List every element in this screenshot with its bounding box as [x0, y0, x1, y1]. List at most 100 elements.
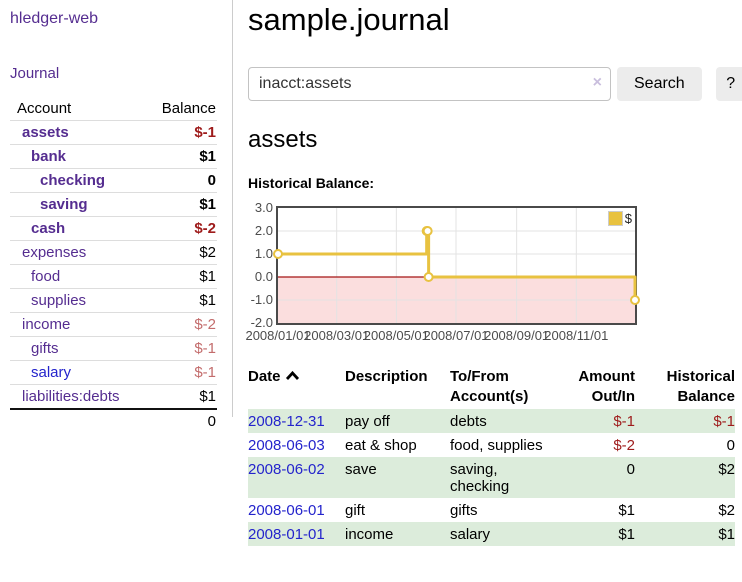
- transaction-row: 2008-06-01 gift gifts $1 $2: [248, 498, 735, 522]
- register-description: pay off: [345, 413, 390, 430]
- y-axis-tick-label: 2.0: [254, 223, 273, 238]
- sidebar-account-row: cash $-2: [10, 216, 217, 241]
- search-form: × Search ?: [248, 67, 742, 101]
- sidebar-account-link-bank[interactable]: bank: [31, 148, 67, 165]
- x-axis-tick-label: 2008/07/01: [423, 328, 489, 343]
- register-accounts: food, supplies: [450, 437, 543, 454]
- register-balance: $-1: [713, 413, 735, 430]
- balance-column-header-register: Historical Balance: [666, 368, 735, 405]
- app-title-link[interactable]: hledger-web: [10, 10, 99, 27]
- sidebar-account-balance: $1: [142, 288, 217, 313]
- register-balance: $2: [718, 461, 735, 478]
- sidebar-account-balance: $-2: [142, 216, 217, 241]
- register-amount: 0: [626, 461, 635, 478]
- transactions-table: Date Description To/From Account(s) Amou…: [248, 365, 735, 546]
- sidebar-account-link-income[interactable]: income: [22, 316, 71, 333]
- transaction-row: 2008-06-02 save saving, checking 0 $2: [248, 457, 735, 498]
- sidebar-account-link-assets[interactable]: assets: [22, 124, 69, 141]
- x-axis-tick-label: 2008/09/01: [484, 328, 550, 343]
- register-description: gift: [345, 502, 366, 519]
- sidebar-account-row: saving $1: [10, 192, 217, 217]
- sidebar-account-row: gifts $-1: [10, 336, 217, 361]
- help-button[interactable]: ?: [715, 67, 742, 101]
- transaction-row: 2008-01-01 income salary $1 $1: [248, 522, 735, 546]
- register-accounts: debts: [450, 413, 487, 430]
- sidebar-account-balance: $1: [199, 388, 216, 405]
- sidebar-account-link-checking[interactable]: checking: [40, 172, 106, 189]
- sidebar-account-row: food $1: [10, 264, 217, 289]
- register-accounts: salary: [450, 526, 491, 543]
- sort-ascending-icon: [285, 367, 300, 387]
- sidebar-account-link-supplies[interactable]: supplies: [31, 292, 87, 309]
- y-axis-tick-label: -2.0: [250, 315, 273, 330]
- date-column-header[interactable]: Date: [248, 365, 345, 409]
- description-column-header: Description: [345, 368, 428, 385]
- x-axis-tick-label: 2008/11/01: [544, 328, 609, 343]
- account-title: assets: [248, 126, 318, 153]
- sidebar-accounts-table: Account Balance assets $-1 bank $1 checking 0…: [10, 97, 217, 433]
- register-amount: $1: [618, 502, 635, 519]
- transaction-date-link[interactable]: 2008-12-31: [248, 413, 325, 430]
- sidebar-account-link-gifts[interactable]: gifts: [31, 340, 59, 357]
- sidebar-account-link-liabilities-debts[interactable]: liabilities:debts: [22, 388, 120, 405]
- series-label: $: [624, 211, 632, 226]
- chart-label: Historical Balance:: [248, 175, 375, 191]
- transaction-row: 2008-12-31 pay off debts $-1 $-1: [248, 409, 735, 433]
- register-accounts: gifts: [450, 502, 478, 519]
- register-amount: $-1: [613, 413, 635, 430]
- sidebar-account-row: salary $-1: [10, 360, 217, 385]
- account-column-header: Account: [10, 97, 143, 121]
- y-axis-tick-label: 0.0: [254, 269, 273, 284]
- register-description: eat & shop: [345, 437, 417, 454]
- sidebar-account-link-expenses[interactable]: expenses: [22, 244, 87, 261]
- sidebar-account-row: checking 0: [10, 168, 217, 193]
- sidebar-account-row: supplies $1: [10, 288, 217, 313]
- register-balance: $1: [718, 526, 735, 543]
- transaction-date-link[interactable]: 2008-06-01: [248, 502, 325, 519]
- search-input[interactable]: [248, 67, 611, 101]
- x-axis-tick-label: 2008/03/01: [304, 328, 370, 343]
- sidebar-account-balance: $-2: [142, 312, 217, 337]
- y-axis-tick-label: 1.0: [254, 246, 273, 261]
- register-description: income: [345, 526, 394, 543]
- sidebar-account-link-saving[interactable]: saving: [40, 196, 88, 213]
- y-axis-tick-label: -1.0: [250, 292, 273, 307]
- sidebar: hledger-web Journal Account Balance asse…: [0, 0, 233, 546]
- sidebar-account-link-food[interactable]: food: [31, 268, 61, 285]
- sidebar-account-link-cash[interactable]: cash: [31, 220, 66, 237]
- sidebar-account-balance: $1: [142, 264, 217, 289]
- register-description: save: [345, 461, 377, 478]
- transaction-date-link[interactable]: 2008-06-02: [248, 461, 325, 478]
- sidebar-account-row: liabilities:debts $1: [10, 385, 217, 410]
- sidebar-account-row: income $-2: [10, 312, 217, 337]
- transaction-date-link[interactable]: 2008-01-01: [248, 526, 325, 543]
- sidebar-account-balance: $2: [142, 240, 217, 265]
- transaction-row: 2008-06-03 eat & shop food, supplies $-2 0: [248, 433, 735, 457]
- balance-column-header: Balance: [142, 97, 217, 121]
- sidebar-account-balance: $-1: [142, 360, 217, 385]
- series-color-swatch: [607, 211, 623, 226]
- sidebar-account-balance: $1: [142, 144, 217, 169]
- chart-legend: $: [607, 211, 632, 226]
- sidebar-account-row: assets $-1: [10, 120, 217, 145]
- sidebar-item-journal[interactable]: Journal: [10, 65, 60, 82]
- data-point-marker: [273, 249, 283, 259]
- sidebar-account-row: bank $1: [10, 144, 217, 169]
- register-balance: $2: [718, 502, 735, 519]
- register-accounts: saving, checking: [450, 461, 510, 495]
- data-point-marker: [630, 295, 640, 305]
- data-point-marker: [422, 226, 433, 236]
- chart-plot-area: $: [273, 206, 640, 325]
- sidebar-account-row: expenses $2: [10, 240, 217, 265]
- y-axis-tick-label: 3.0: [254, 200, 273, 215]
- register-balance: 0: [726, 437, 735, 454]
- register-amount: $-2: [613, 437, 635, 454]
- clear-search-icon[interactable]: ×: [592, 74, 602, 91]
- x-axis-tick-label: 2008/05/01: [363, 328, 429, 343]
- transaction-date-link[interactable]: 2008-06-03: [248, 437, 325, 454]
- sidebar-account-balance: $-1: [142, 336, 217, 361]
- accounts-column-header: To/From Account(s): [450, 368, 529, 405]
- sidebar-account-link-salary[interactable]: salary: [31, 364, 72, 381]
- search-button[interactable]: Search: [617, 67, 702, 101]
- sidebar-total-balance: 0: [142, 408, 217, 433]
